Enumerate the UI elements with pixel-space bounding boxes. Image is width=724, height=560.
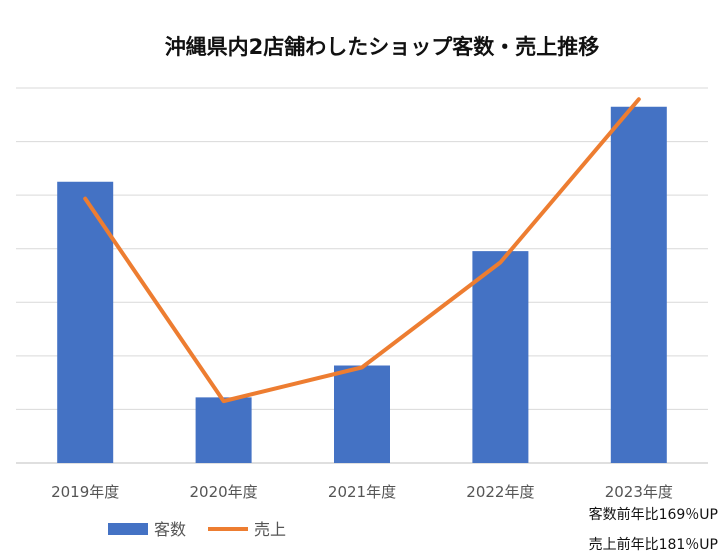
line-point-sales (498, 260, 502, 264)
bar-customers (334, 365, 390, 463)
chart-title: 沖縄県内2店舗わしたショップ客数・売上推移 (165, 35, 600, 59)
legend-label-customers: 客数 (154, 520, 186, 539)
x-tick-label: 2020年度 (190, 483, 258, 501)
line-point-sales (360, 365, 364, 369)
bar-customers (472, 251, 529, 463)
x-axis-tick-labels: 2019年度 2020年度 2021年度 2022年度 2023年度 (51, 483, 673, 501)
bar-customers (610, 106, 667, 463)
x-tick-label: 2021年度 (328, 483, 396, 501)
legend-label-sales: 売上 (254, 520, 286, 539)
bar-customers (195, 397, 252, 463)
x-tick-label: 2023年度 (605, 483, 673, 501)
legend-swatch-customers (108, 523, 148, 535)
line-series-sales (83, 97, 641, 404)
gridlines (16, 87, 708, 464)
line-point-sales (222, 399, 226, 403)
line-point-sales (83, 197, 87, 201)
line-point-sales (637, 97, 641, 101)
x-tick-label: 2022年度 (466, 483, 534, 501)
note-customers-yoy: 客数前年比169％UP (588, 507, 718, 523)
x-tick-label: 2019年度 (51, 483, 119, 501)
legend: 客数 売上 (108, 520, 286, 539)
note-sales-yoy: 売上前年比181％UP (588, 537, 718, 553)
